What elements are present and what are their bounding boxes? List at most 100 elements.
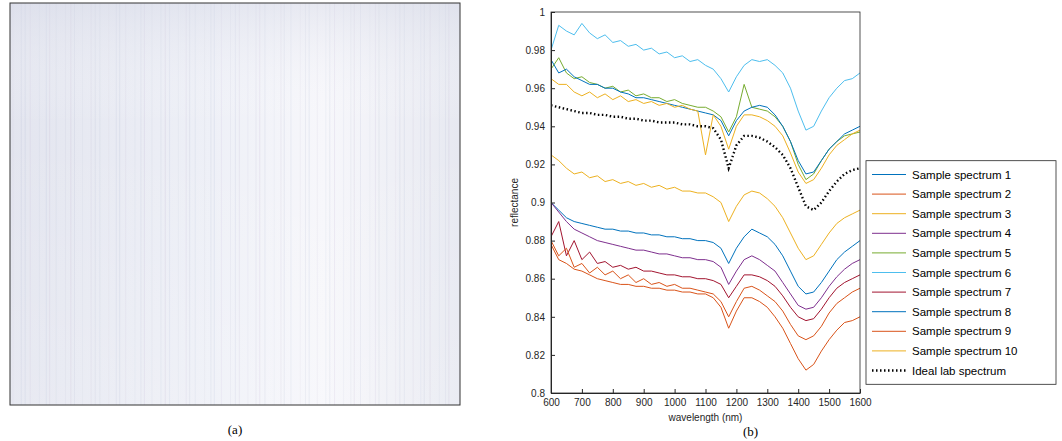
legend-swatch	[872, 292, 906, 293]
legend-label: Sample spectrum 9	[912, 325, 1011, 337]
legend-swatch	[872, 331, 906, 332]
legend-swatch	[872, 272, 906, 273]
y-tick-label: 1	[539, 7, 545, 18]
y-tick: 1	[539, 7, 555, 18]
legend-swatch	[872, 311, 906, 312]
x-tick-mark	[736, 389, 737, 393]
x-tick-label: 700	[574, 397, 591, 408]
legend-swatch	[872, 174, 906, 175]
y-tick-label: 0.84	[526, 312, 546, 323]
legend-label: Sample spectrum 2	[912, 188, 1011, 200]
x-tick: 900	[636, 389, 653, 408]
legend-swatch	[872, 350, 906, 351]
y-tick-mark	[551, 126, 555, 127]
y-tick-label: 0.9	[531, 197, 545, 208]
y-tick: 0.9	[531, 197, 555, 208]
x-tick-mark	[613, 389, 614, 393]
x-axis: 600 700 800 900 1000 1100 1200 1300 1400 1500 1600	[543, 389, 872, 408]
x-tick-label: 1000	[664, 397, 687, 408]
y-tick-mark	[551, 355, 555, 356]
y-tick: 0.86	[526, 273, 555, 284]
figure: (a) 600 700 800 900 1000 1100 1200 1300 1400 1500 1…	[0, 0, 1062, 441]
plot-frame	[551, 12, 860, 393]
legend-label: Sample spectrum 10	[912, 345, 1017, 357]
plot-background	[551, 12, 860, 393]
x-tick-mark	[860, 389, 861, 393]
x-tick: 1100	[695, 389, 717, 408]
image-border	[10, 3, 460, 405]
y-tick-mark	[551, 12, 555, 13]
series-line	[551, 222, 860, 321]
x-tick-label: 1200	[726, 397, 749, 408]
x-tick: 800	[605, 389, 622, 408]
series-line	[551, 60, 860, 174]
y-tick-label: 0.8	[531, 388, 545, 399]
y-tick-mark	[551, 317, 555, 318]
series-line	[551, 58, 860, 180]
x-axis-line	[552, 393, 861, 394]
y-tick: 0.8	[531, 388, 555, 399]
legend-label: Sample spectrum 3	[912, 208, 1011, 220]
legend: Sample spectrum 1 Sample spectrum 2 Sample…	[866, 161, 1056, 385]
y-tick-label: 0.86	[526, 273, 546, 284]
y-tick-mark	[551, 164, 555, 165]
x-tick-mark	[706, 389, 707, 393]
x-tick: 1500	[818, 389, 841, 408]
y-tick-mark	[551, 393, 555, 394]
y-tick-mark	[551, 88, 555, 89]
y-tick-label: 0.88	[526, 235, 546, 246]
x-tick-label: 1400	[788, 397, 811, 408]
y-tick: 0.92	[526, 159, 555, 170]
panel-label: (b)	[743, 424, 758, 439]
x-tick-label: 800	[605, 397, 622, 408]
x-tick-label: 1600	[849, 397, 872, 408]
y-tick-label: 0.92	[526, 159, 546, 170]
legend-label: Ideal lab spectrum	[912, 365, 1006, 377]
legend-swatch	[872, 194, 906, 195]
panel-label: (a)	[228, 422, 242, 437]
x-tick: 700	[574, 389, 591, 408]
legend-label: Sample spectrum 8	[912, 306, 1011, 318]
chart: 6007008009001000110012001300140015001600…	[509, 7, 872, 423]
series-line	[551, 79, 860, 184]
legend-swatch	[872, 252, 906, 253]
x-tick: 1300	[757, 389, 780, 408]
x-tick-mark	[644, 389, 645, 393]
y-axis-title: reflectance	[509, 178, 520, 227]
x-tick-mark	[829, 389, 830, 393]
y-tick-mark	[551, 241, 555, 242]
series-line	[551, 203, 860, 294]
image-background	[10, 3, 460, 405]
x-tick-mark	[582, 389, 583, 393]
legend-label: Sample spectrum 7	[912, 286, 1011, 298]
series-line	[551, 23, 860, 130]
x-tick-label: 1500	[818, 397, 841, 408]
x-tick-mark	[767, 389, 768, 393]
series-line	[551, 155, 860, 260]
y-axis: 0.80.820.840.860.880.90.920.940.960.981	[526, 7, 555, 399]
x-tick-mark	[798, 389, 799, 393]
lines	[551, 23, 860, 370]
series-line	[551, 203, 860, 310]
series-line	[551, 241, 860, 340]
x-tick-label: 1100	[695, 397, 717, 408]
legend-label: Sample spectrum 6	[912, 267, 1011, 279]
x-tick: 1400	[788, 389, 811, 408]
y-tick: 0.84	[526, 312, 555, 323]
image-panel	[10, 3, 460, 405]
x-tick: 1000	[664, 389, 687, 408]
y-tick: 0.94	[526, 121, 555, 132]
x-tick-label: 900	[636, 397, 653, 408]
image-shade	[10, 3, 460, 405]
legend-swatch	[872, 369, 906, 371]
x-tick: 1600	[849, 389, 872, 408]
x-tick-label: 600	[543, 397, 560, 408]
y-tick: 0.88	[526, 235, 555, 246]
y-tick: 0.96	[526, 83, 555, 94]
y-tick-label: 0.96	[526, 83, 546, 94]
series-line	[551, 105, 860, 210]
x-tick-mark	[675, 389, 676, 393]
legend-label: Sample spectrum 1	[912, 169, 1011, 181]
y-tick: 0.98	[526, 45, 555, 56]
legend-swatch	[872, 233, 906, 234]
